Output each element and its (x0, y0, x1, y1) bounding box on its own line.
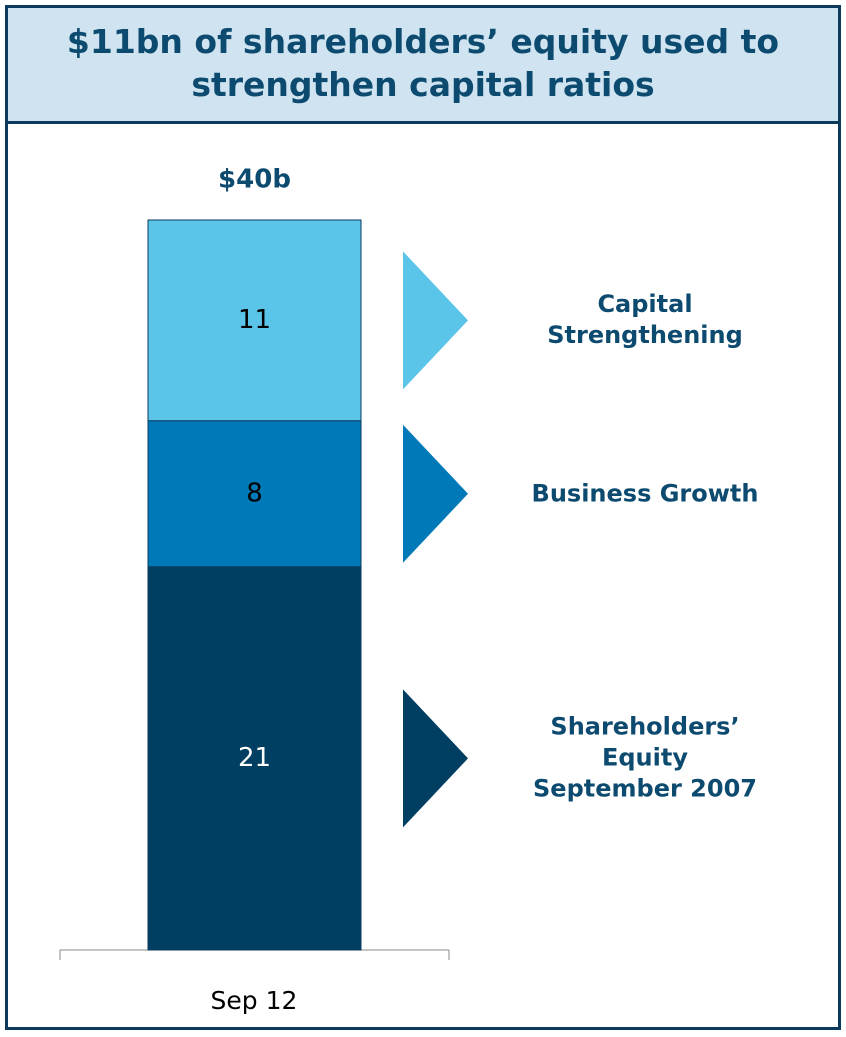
bar-segment (147, 420, 362, 568)
bar-segment (147, 566, 362, 951)
legend-arrow (403, 689, 468, 828)
chart-title: $11bn of shareholders’ equity used to st… (66, 22, 780, 104)
bar-segment (147, 219, 362, 422)
segment-label: 8 (246, 478, 263, 508)
legend-arrow (403, 251, 468, 390)
legend-label: Business Growth (531, 479, 759, 508)
x-tick-label: Sep 12 (211, 986, 298, 1015)
legend-label: Shareholders’ Equity September 2007 (533, 712, 757, 803)
total-label: $40b (218, 165, 291, 195)
frame: $11bn of shareholders’ equity used to st… (5, 5, 841, 1030)
segment-label: 21 (238, 743, 271, 773)
segment-label: 11 (238, 305, 271, 335)
legend-arrow (403, 424, 468, 563)
legend-label: Capital Strengthening (547, 290, 743, 350)
header: $11bn of shareholders’ equity used to st… (8, 8, 838, 124)
